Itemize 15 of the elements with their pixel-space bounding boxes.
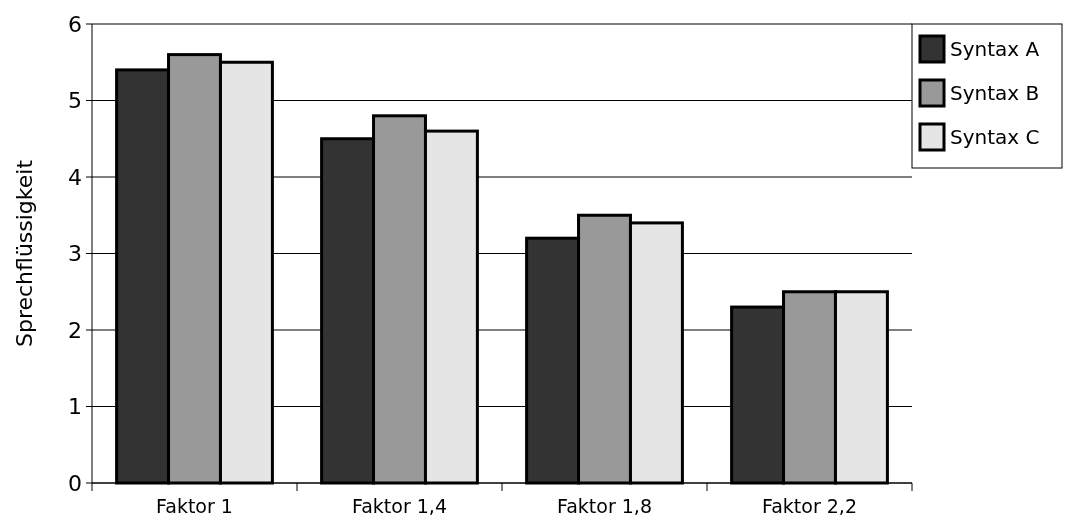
y-tick-label: 5 [68,88,82,114]
y-tick-label: 0 [68,470,82,496]
x-tick-label: Faktor 1,8 [557,495,652,517]
y-tick-label: 4 [68,164,82,190]
x-tick-label: Faktor 1,4 [352,495,447,517]
legend-label: Syntax B [950,81,1040,105]
y-tick-label: 6 [68,11,82,37]
y-tick-label: 3 [68,241,82,267]
x-tick-label: Faktor 1 [156,495,233,517]
legend-label: Syntax C [950,125,1040,149]
x-tick-label: Faktor 2,2 [762,495,857,517]
y-tick-label: 2 [68,317,82,343]
y-axis-title: Sprechflüssigkeit [12,159,37,348]
y-tick-label: 1 [68,394,82,420]
legend-label: Syntax A [950,37,1040,61]
